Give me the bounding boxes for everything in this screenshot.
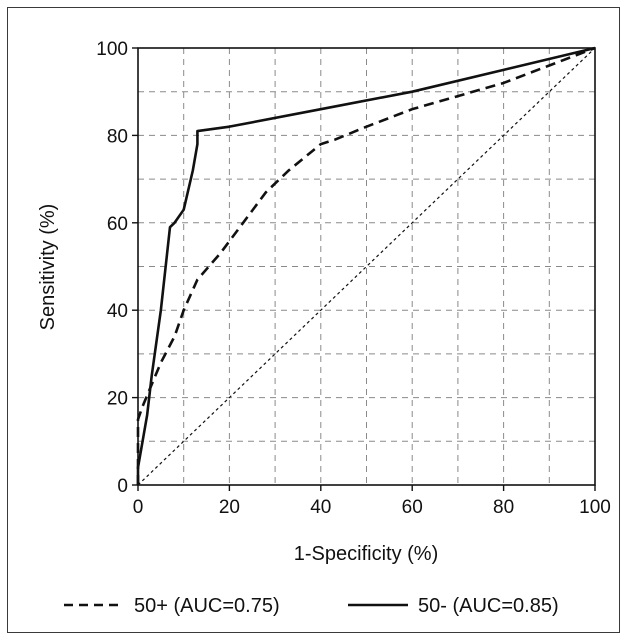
x-tick-label: 40 (310, 497, 331, 518)
grid-lines (138, 48, 595, 485)
y-tick-label: 20 (107, 389, 128, 410)
y-tick-label: 80 (107, 126, 128, 147)
plot-area-border (137, 47, 596, 486)
chart-frame: 0 20 40 60 80 100 0 20 40 60 80 100 1-Specificity (… (7, 7, 620, 633)
x-axis-title: 1-Specificity (%) (294, 543, 438, 565)
legend: 50+ (AUC=0.75) 50- (AUC=0.85) (64, 595, 559, 617)
x-tick-label: 80 (493, 497, 514, 518)
x-tick-label: 0 (133, 497, 144, 518)
y-axis-title: Sensitivity (%) (37, 204, 59, 331)
x-tick-label: 60 (402, 497, 423, 518)
x-tick-label: 20 (219, 497, 240, 518)
y-tick-label: 100 (96, 39, 128, 60)
series-line-50minus (136, 46, 596, 485)
axis-ticks: 0 20 40 60 80 100 0 20 40 60 80 100 (96, 39, 611, 518)
series-lines (136, 46, 596, 486)
legend-label-50plus: 50+ (AUC=0.75) (134, 595, 280, 617)
y-tick-label: 60 (107, 214, 128, 235)
x-tick-label: 100 (579, 497, 611, 518)
y-tick-label: 0 (117, 476, 128, 497)
legend-label-50minus: 50- (AUC=0.85) (418, 595, 559, 617)
roc-chart: 0 20 40 60 80 100 0 20 40 60 80 100 1-Specificity (… (37, 39, 611, 617)
series-line-50plus (136, 46, 596, 485)
y-tick-label: 40 (107, 301, 128, 322)
